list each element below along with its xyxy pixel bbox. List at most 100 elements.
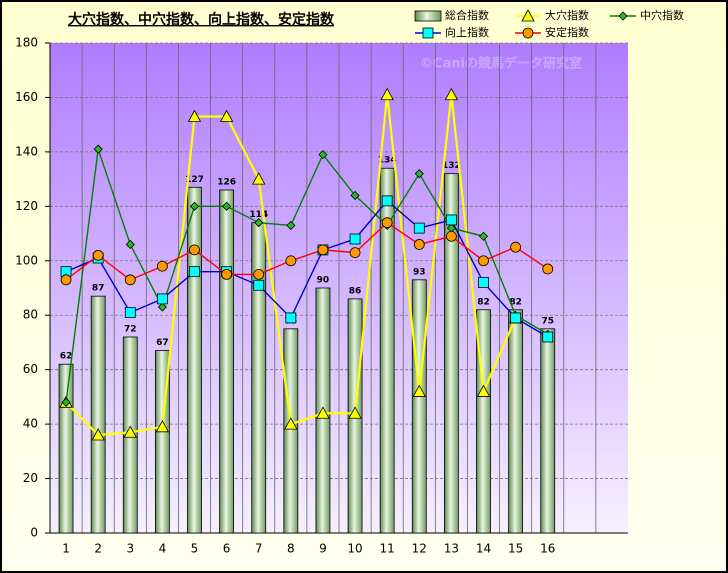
- point: [349, 247, 361, 259]
- point: [542, 263, 554, 275]
- point: [542, 331, 554, 343]
- x-tick-label: 11: [380, 542, 395, 556]
- bar: [187, 186, 202, 534]
- bar-label: 93: [413, 267, 426, 277]
- point: [445, 214, 457, 226]
- bar-label: 134: [378, 156, 397, 166]
- x-tick-label: 1: [62, 542, 70, 556]
- bar-label: 82: [509, 297, 522, 307]
- legend-marker: [521, 9, 535, 22]
- point: [285, 255, 297, 267]
- x-tick-label: 14: [476, 542, 491, 556]
- y-tick-label: 120: [15, 199, 38, 213]
- x-tick-label: 16: [540, 542, 555, 556]
- legend-label: 中穴指数: [640, 8, 684, 22]
- legend-marker: [422, 27, 434, 39]
- point: [253, 279, 265, 291]
- point: [254, 218, 264, 228]
- x-tick-label: 8: [287, 542, 295, 556]
- point: [476, 384, 491, 397]
- point: [445, 230, 457, 242]
- point: [60, 274, 72, 286]
- bar-label: 82: [477, 297, 490, 307]
- point: [189, 266, 200, 278]
- x-tick-label: 9: [319, 542, 327, 556]
- point: [381, 217, 393, 229]
- legend-marker: [522, 27, 534, 39]
- point: [286, 220, 296, 230]
- bar-label: 114: [249, 210, 268, 220]
- y-tick-label: 60: [23, 362, 38, 376]
- chart-title: 大穴指数、中穴指数、向上指数、安定指数: [68, 11, 335, 28]
- point: [252, 172, 266, 185]
- bar-label: 67: [156, 338, 169, 348]
- y-tick-label: 20: [23, 471, 38, 485]
- point: [510, 312, 522, 324]
- point: [349, 233, 361, 245]
- x-tick-label: 3: [126, 542, 134, 556]
- bar: [219, 189, 235, 534]
- bar-label: 87: [92, 284, 105, 294]
- bar: [58, 363, 74, 534]
- bar-label: 126: [217, 178, 236, 188]
- bar-label: 62: [60, 352, 73, 362]
- point: [348, 406, 362, 419]
- bar: [283, 328, 299, 534]
- legend-marker: [618, 11, 628, 21]
- bar-label: 132: [442, 161, 461, 171]
- point: [412, 384, 426, 397]
- x-tick-label: 13: [444, 542, 459, 556]
- x-tick-label: 4: [159, 542, 167, 556]
- point: [61, 397, 71, 407]
- point: [221, 268, 233, 280]
- point: [413, 222, 425, 234]
- y-tick-label: 140: [15, 144, 38, 158]
- point: [91, 428, 105, 441]
- bar: [411, 279, 427, 534]
- point: [92, 249, 104, 261]
- bar: [443, 173, 459, 534]
- point: [381, 195, 393, 207]
- point: [478, 255, 489, 267]
- point: [157, 302, 167, 312]
- bar: [508, 309, 524, 534]
- point: [123, 425, 137, 438]
- point: [284, 417, 298, 430]
- point: [156, 260, 168, 272]
- x-tick-label: 12: [412, 542, 427, 556]
- point: [318, 150, 328, 160]
- y-tick-label: 180: [15, 36, 38, 50]
- bar-label: 127: [185, 175, 204, 185]
- legend-label: 向上指数: [445, 25, 489, 39]
- point: [125, 239, 135, 250]
- point: [413, 239, 425, 250]
- point: [253, 268, 265, 280]
- point: [189, 201, 200, 211]
- point: [187, 109, 202, 122]
- legend-swatch: [414, 10, 442, 22]
- point: [316, 406, 330, 419]
- point: [414, 169, 424, 179]
- bar: [90, 295, 106, 534]
- legend-label: 総合指数: [445, 8, 489, 22]
- x-tick-label: 15: [508, 542, 523, 556]
- point: [93, 144, 103, 154]
- point: [317, 244, 329, 256]
- bar: [540, 328, 556, 534]
- point: [478, 277, 489, 288]
- point: [156, 293, 168, 305]
- point: [350, 190, 360, 201]
- legend-label: 大穴指数: [545, 8, 589, 22]
- x-tick-label: 5: [191, 542, 199, 556]
- point: [124, 307, 136, 318]
- line: [65, 221, 549, 281]
- point: [222, 201, 232, 211]
- bar-label: 90: [317, 276, 330, 286]
- point: [189, 244, 200, 256]
- bar-label: 86: [349, 286, 362, 296]
- line: [65, 148, 549, 403]
- line: [65, 199, 549, 338]
- y-tick-label: 40: [23, 417, 38, 431]
- y-tick-label: 100: [15, 253, 38, 267]
